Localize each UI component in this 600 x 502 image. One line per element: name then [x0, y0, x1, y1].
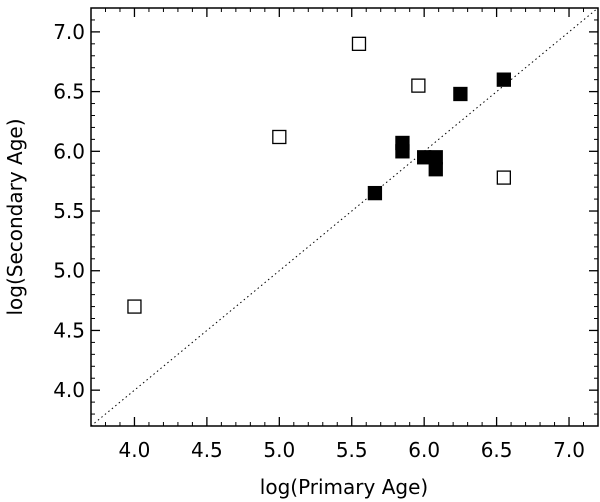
y-axis-title: log(Secondary Age)	[3, 118, 27, 315]
filled-square-point	[496, 72, 511, 87]
x-tick-label: 6.0	[408, 438, 440, 462]
data-points	[127, 36, 511, 314]
filled-square-point	[453, 86, 468, 102]
y-tick-label: 6.5	[53, 80, 85, 104]
open-square-point	[127, 299, 142, 314]
x-tick-label: 4.5	[191, 438, 223, 462]
filled-square-point	[395, 144, 410, 159]
y-tick-label: 7.0	[53, 20, 85, 44]
filled-square-point	[428, 150, 443, 165]
filled-square-point	[428, 162, 443, 177]
x-tick-label: 4.0	[119, 438, 151, 462]
x-tick-label: 5.0	[263, 438, 295, 462]
x-tick-label: 6.5	[481, 438, 513, 462]
x-tick-label: 7.0	[553, 438, 585, 462]
x-axis-title: log(Primary Age)	[260, 475, 428, 499]
y-axis: 4.0 4.5 5.0 5.5 6.0 6.5 7.0	[53, 7, 598, 427]
y-tick-label: 5.0	[53, 259, 85, 283]
identity-reference-line	[90, 7, 599, 427]
y-tick-label: 4.0	[53, 378, 85, 402]
open-square-point	[411, 78, 426, 93]
y-tick-label: 5.5	[53, 199, 85, 223]
open-square-point	[351, 36, 367, 51]
x-tick-label: 5.5	[336, 438, 368, 462]
open-square-point	[272, 129, 287, 145]
y-tick-label: 6.0	[53, 139, 85, 163]
plot-frame	[90, 7, 599, 427]
y-tick-label: 4.5	[53, 318, 85, 342]
open-square-point	[496, 170, 511, 185]
x-axis: 4.0 4.5 5.0 5.5 6.0 6.5 7.0	[90, 8, 599, 462]
filled-square-point	[367, 185, 383, 201]
